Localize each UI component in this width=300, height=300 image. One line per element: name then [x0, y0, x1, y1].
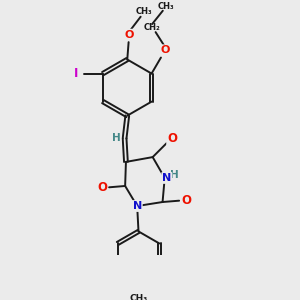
Text: O: O [167, 132, 177, 146]
Text: O: O [125, 30, 134, 40]
Text: H: H [170, 170, 178, 180]
Text: N: N [133, 201, 142, 211]
Text: I: I [74, 67, 78, 80]
Text: H: H [112, 133, 120, 143]
Text: CH₃: CH₃ [129, 294, 148, 300]
Text: CH₂: CH₂ [144, 23, 160, 32]
Text: O: O [181, 194, 191, 207]
Text: CH₃: CH₃ [136, 8, 152, 16]
Text: O: O [160, 45, 170, 55]
Text: N: N [162, 173, 172, 183]
Text: O: O [97, 181, 107, 194]
Text: CH₃: CH₃ [158, 2, 175, 11]
